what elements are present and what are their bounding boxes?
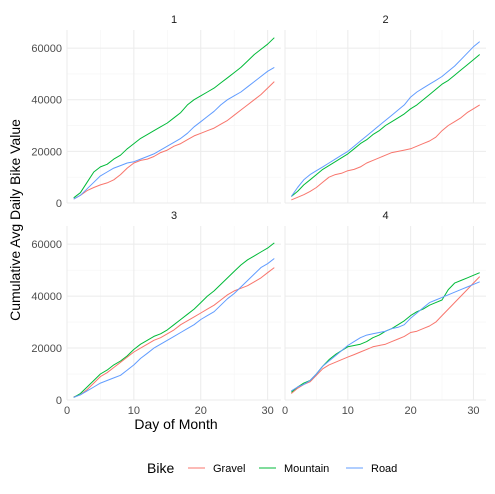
series-line-road-panel-3 bbox=[73, 258, 275, 398]
x-tick-label: 30 bbox=[262, 405, 274, 417]
x-tick-label: 0 bbox=[282, 405, 288, 417]
panel-background bbox=[285, 30, 486, 203]
series-line-gravel-panel-4 bbox=[290, 276, 481, 394]
x-tick-label: 30 bbox=[467, 405, 479, 417]
y-tick-label: 0 bbox=[56, 198, 62, 210]
legend-entry-mountain: Mountain bbox=[259, 463, 329, 475]
y-tick-label: 60000 bbox=[31, 239, 62, 251]
facet-label: 3 bbox=[171, 210, 177, 222]
y-axis-title: Cumulative Avg Daily Bike Value bbox=[7, 119, 23, 321]
panel-4: 4 0 10 20 30 bbox=[282, 210, 486, 417]
series-line-road-panel-4 bbox=[291, 281, 480, 392]
legend-label: Gravel bbox=[213, 463, 245, 475]
y-tick-label: 20000 bbox=[31, 343, 62, 355]
series-line-gravel-panel-3 bbox=[73, 267, 275, 398]
legend-label: Road bbox=[371, 463, 397, 475]
x-tick-label: 20 bbox=[195, 405, 207, 417]
legend-label: Mountain bbox=[284, 463, 329, 475]
x-axis-title: Day of Month bbox=[134, 416, 217, 432]
panel-1: 1 0 20000 40000 60000 bbox=[31, 14, 281, 210]
x-tick-label: 20 bbox=[405, 405, 417, 417]
facet-label: 1 bbox=[171, 14, 177, 26]
series-line-mountain-panel-2 bbox=[290, 54, 481, 197]
y-tick-label: 40000 bbox=[31, 291, 62, 303]
series-line-road-panel-2 bbox=[290, 41, 481, 197]
y-tick-label: 0 bbox=[56, 395, 62, 407]
series-line-gravel-panel-2 bbox=[291, 104, 480, 201]
x-tick-label: 10 bbox=[342, 405, 354, 417]
x-tick-label: 0 bbox=[64, 405, 70, 417]
legend: Bike Gravel Mountain Road bbox=[147, 460, 397, 476]
series-line-mountain-panel-1 bbox=[73, 37, 275, 199]
y-tick-label: 60000 bbox=[31, 43, 62, 55]
panel-2: 2 bbox=[284, 14, 486, 204]
legend-entry-road: Road bbox=[346, 463, 397, 475]
panel-background bbox=[67, 226, 281, 400]
series-line-gravel-panel-1 bbox=[73, 81, 275, 200]
facet-label: 2 bbox=[382, 14, 388, 26]
series-line-mountain-panel-3 bbox=[73, 242, 275, 398]
legend-title: Bike bbox=[147, 460, 174, 476]
x-tick-label: 10 bbox=[128, 405, 140, 417]
series-line-road-panel-1 bbox=[73, 66, 275, 200]
y-tick-label: 20000 bbox=[31, 146, 62, 158]
legend-entry-gravel: Gravel bbox=[188, 463, 245, 475]
y-tick-label: 40000 bbox=[31, 95, 62, 107]
facet-label: 4 bbox=[382, 210, 388, 222]
